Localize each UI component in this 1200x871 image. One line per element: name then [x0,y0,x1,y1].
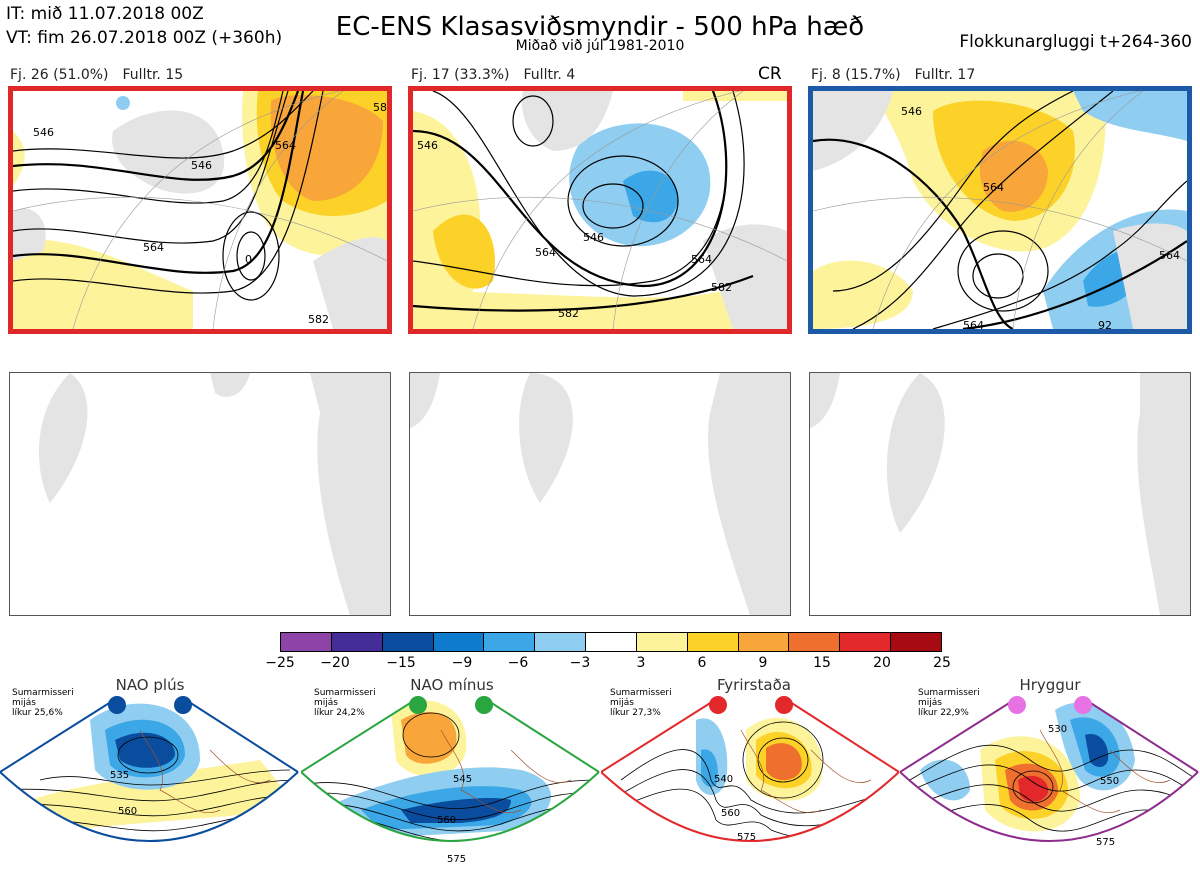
regime-stat-line: líkur 22,9% [918,708,969,718]
colorbar-segment [484,633,536,651]
classification-window: Flokkunargluggi t+264-360 [959,32,1192,52]
regime-contour-label: 575 [447,854,466,865]
regime-stat-line: Sumarmisseri [610,688,672,698]
page-subtitle: Miðað við júl 1981-2010 [515,38,685,54]
regime-stat-line: mijás [314,698,338,708]
regime-contour-label: 575 [1096,837,1115,848]
colorbar-segment [738,633,790,651]
colorbar-tick: 15 [813,655,831,671]
colorbar-segment [433,633,485,651]
cluster-2-rep: Fulltr. 4 [523,67,576,83]
regime-title: Fyrirstaða [717,676,791,694]
colorbar-tick: 25 [933,655,951,671]
cluster-2-label: Fj. 17 (33.3%) Fulltr. 4 [411,67,589,83]
page-title: EC-ENS Klasasviðsmyndir - 500 hPa hæð [335,12,865,42]
cluster-1-contour-label: 564 [275,139,296,152]
regime-contour-label: 540 [714,774,733,785]
colorbar-tick: 3 [636,655,646,671]
empty-map-2 [409,372,791,616]
regime-contour-label: 535 [110,770,129,781]
cluster-2-contour-label: 564 [691,253,712,266]
regime-contour-label: 530 [1048,724,1067,735]
colorbar-tick: −20 [320,655,350,671]
cluster-3-contour-label: 546 [901,105,922,118]
colorbar-segment [382,633,434,651]
regime-contour-label: 545 [453,774,472,785]
regime-stat-line: líkur 27,3% [610,708,661,718]
cluster-2-contour-label: 582 [558,307,579,320]
cluster-1-map: 546 546 564 564 0 582 58 [8,86,392,334]
colorbar-tick: 6 [697,655,707,671]
regime-title: NAO mínus [410,676,494,694]
cluster-2-fraction: Fj. 17 (33.3%) [411,67,510,83]
cluster-1-contour-label: 564 [143,241,164,254]
cluster-1-contour-label: 546 [191,159,212,172]
cluster-2-badge: CR [758,64,782,84]
cluster-3-rep: Fulltr. 17 [914,67,976,83]
colorbar-tick: −9 [451,655,473,671]
colorbar-tick: 9 [758,655,768,671]
regime-stats: Sumarmisseri mijás líkur 24,2% [314,688,376,718]
colorbar-segment [789,633,841,651]
colorbar-tick: −6 [507,655,529,671]
empty-map-3 [809,372,1191,616]
colorbar-tick: −3 [569,655,591,671]
colorbar-tick: 20 [873,655,891,671]
cluster-2-map: 546 564 564 582 582 546 [408,86,792,334]
regime-title: Hryggur [1019,676,1081,694]
regime-contour-label: 560 [118,806,137,817]
cluster-2-contour-label: 564 [535,246,556,259]
regime-contour-label: 550 [1100,776,1119,787]
cluster-2-contour-label: 546 [417,139,438,152]
colorbar-segment [687,633,739,651]
cluster-2-contour-label: 546 [583,231,604,244]
regime-stat-line: mijás [610,698,634,708]
regime-contour-label: 560 [721,808,740,819]
regime-stat-line: Sumarmisseri [12,688,74,698]
cluster-2-contour-label: 582 [711,281,732,294]
cluster-3-contour-label: 564 [1159,249,1180,262]
cluster-1-fraction: Fj. 26 (51.0%) [10,67,109,83]
regime-stat-line: mijás [12,698,36,708]
cluster-3-label: Fj. 8 (15.7%) Fulltr. 17 [811,67,989,83]
regime-contour-label: 560 [437,815,456,826]
valid-time: VT: fim 26.07.2018 00Z (+360h) [6,28,283,48]
cluster-3-fraction: Fj. 8 (15.7%) [811,67,901,83]
colorbar-segment [840,633,892,651]
cluster-3-contour-label: 92 [1098,319,1112,329]
cluster-1-contour-label: 546 [33,126,54,139]
cluster-3-contour-label: 564 [983,181,1004,194]
colorbar [280,632,942,652]
cluster-1-rep: Fulltr. 15 [122,67,184,83]
colorbar-segment [331,633,383,651]
colorbar-segment [636,633,688,651]
cluster-3-contour-label: 564 [963,319,984,329]
colorbar-tick: −25 [265,655,295,671]
cluster-1-contour-label: 58 [373,101,387,114]
colorbar-tick: −15 [386,655,416,671]
cluster-3-map: 546 564 564 564 92 [808,86,1192,334]
initial-time: IT: mið 11.07.2018 00Z [6,4,204,24]
regime-contour-label: 575 [737,832,756,843]
regime-stat-line: mijás [918,698,942,708]
cluster-1-label: Fj. 26 (51.0%) Fulltr. 15 [10,67,197,83]
cluster-1-contour-label: 582 [308,313,329,326]
colorbar-segment [891,633,941,651]
regime-title: NAO plús [115,676,185,694]
colorbar-segment [281,633,332,651]
regime-stats: Sumarmisseri mijás líkur 27,3% [610,688,672,718]
colorbar-segment [586,633,637,651]
regime-stat-line: líkur 25,6% [12,708,63,718]
empty-map-1 [9,372,391,616]
regime-stat-line: Sumarmisseri [918,688,980,698]
regime-stat-line: Sumarmisseri [314,688,376,698]
regime-stats: Sumarmisseri mijás líkur 22,9% [918,688,980,718]
colorbar-segment [535,633,587,651]
regime-stat-line: líkur 24,2% [314,708,365,718]
cluster-1-contour-label: 0 [245,253,252,266]
regime-stats: Sumarmisseri mijás líkur 25,6% [12,688,74,718]
